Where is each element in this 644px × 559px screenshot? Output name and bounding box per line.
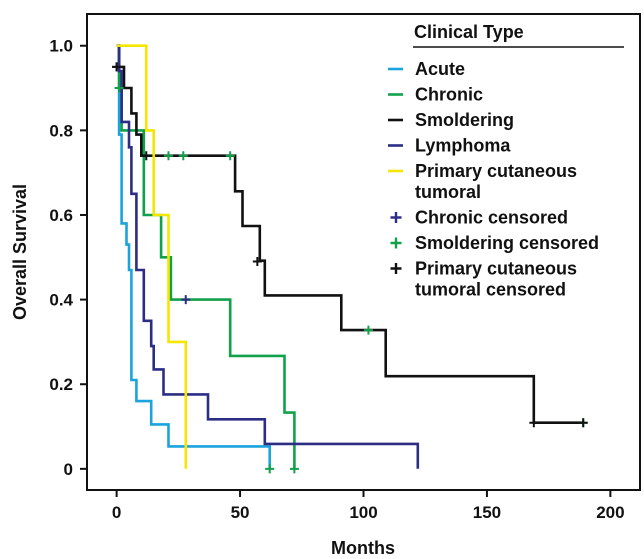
censor-mark [529,418,539,428]
y-tick-label: 0.4 [49,291,73,310]
x-tick-label: 150 [473,503,501,522]
legend-label: Smoldering censored [415,233,599,253]
y-tick-label: 0.8 [49,121,73,140]
legend-marker [390,237,402,249]
censor-mark [289,464,299,474]
legend-label: Acute [415,59,465,79]
legend-label: Primary cutaneous tumoral [415,161,577,202]
y-tick-label: 0 [64,460,73,479]
legend-label: Primary cutaneous tumoral censored [415,259,577,300]
y-tick-label: 0.6 [49,206,73,225]
series-line-4 [116,44,188,469]
legend-label: Chronic [415,85,483,105]
legend-marker [390,263,402,274]
legend-label: Lymphoma [415,136,511,156]
y-tick-label: 1.0 [49,37,73,56]
series-line-1 [116,44,296,469]
censor-mark [225,151,235,161]
censor-mark [181,295,191,305]
x-tick-label: 100 [349,503,377,522]
series-line-3 [116,44,420,469]
censor-mark [141,151,151,161]
censor-mark [178,151,188,161]
x-tick-label: 50 [231,503,250,522]
legend: Clinical Type Acute Chronic Smoldering Lymp… [388,22,624,300]
censor-mark [578,418,588,428]
censor-mark [112,62,122,72]
x-axis-title: Months [331,538,395,558]
series-line-2 [116,44,584,424]
legend-marker [390,212,402,223]
legend-title: Clinical Type [414,22,524,42]
censor-mark [265,464,275,474]
axis-ticks: 0 50 100 150 200 0 0.2 0.4 0.6 0.8 1.0 [49,37,624,522]
censor-mark [252,257,262,267]
censor-mark [163,151,173,161]
censor-layer [112,62,588,474]
y-tick-label: 0.2 [49,375,73,394]
x-tick-label: 200 [596,503,624,522]
y-axis-title: Overall Survival [10,184,30,320]
series-line-0 [116,44,271,469]
censor-mark [114,83,124,93]
series-layer [116,44,584,469]
legend-label: Chronic censored [415,208,568,228]
x-tick-label: 0 [112,503,121,522]
legend-label: Smoldering [415,110,514,130]
censor-mark [363,325,373,335]
